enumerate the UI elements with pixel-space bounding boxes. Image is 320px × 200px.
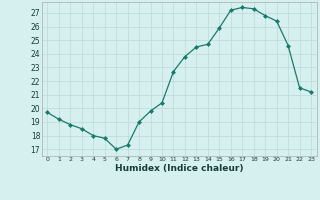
X-axis label: Humidex (Indice chaleur): Humidex (Indice chaleur) xyxy=(115,164,244,173)
